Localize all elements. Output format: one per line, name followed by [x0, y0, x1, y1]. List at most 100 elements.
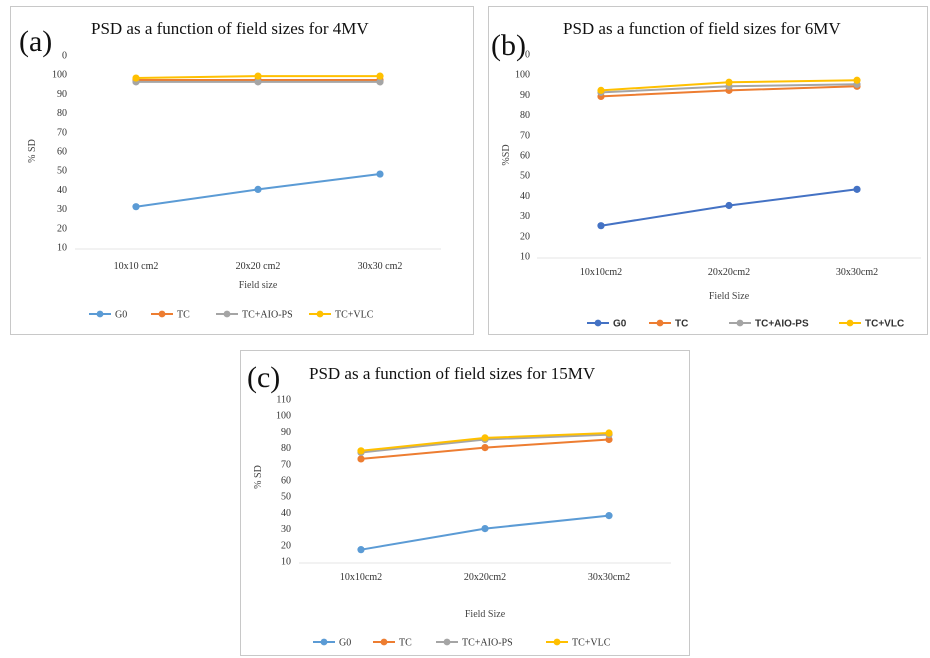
y-tick-label-a-4: 50 — [57, 166, 67, 177]
legend-marker-a-1 — [158, 310, 166, 318]
legend-label-c-0: G0 — [339, 638, 351, 649]
legend-marker-c-1 — [380, 638, 388, 646]
chart-panel-b: (b) PSD as a function of field sizes for … — [488, 6, 928, 335]
legend-label-a-0: G0 — [115, 310, 127, 321]
panel-label-c: (c) — [247, 361, 280, 394]
data-point-b-3-0 — [597, 86, 605, 94]
data-point-c-3-0 — [357, 447, 365, 455]
chart-title-a: PSD as a function of field sizes for 4MV — [91, 19, 369, 38]
y-tick-label-c-7: 80 — [281, 443, 291, 454]
x-axis-title-b: Field Size — [709, 291, 750, 302]
y-tick-label-a-0: 10 — [57, 243, 67, 254]
legend-label-b-1: TC — [675, 319, 688, 330]
y-tick-label-a-10: 0 — [62, 51, 67, 62]
y-tick-label-c-0: 10 — [281, 557, 291, 568]
data-point-c-1-1 — [481, 444, 489, 452]
data-point-a-0-0 — [132, 203, 140, 211]
y-tick-label-b-6: 70 — [520, 130, 530, 141]
y-tick-label-a-2: 30 — [57, 204, 67, 215]
legend-label-c-3: TC+VLC — [572, 638, 611, 649]
legend-marker-c-3 — [553, 638, 561, 646]
data-point-a-3-0 — [132, 74, 140, 82]
x-axis-title-a: Field size — [239, 280, 278, 291]
data-point-b-0-2 — [853, 185, 861, 193]
legend-marker-a-0 — [96, 310, 104, 318]
y-tick-label-b-3: 40 — [520, 191, 530, 202]
data-point-c-1-0 — [357, 455, 365, 463]
legend-label-b-0: G0 — [613, 319, 627, 330]
y-tick-label-b-7: 80 — [520, 110, 530, 121]
x-tick-label-b-2: 30x30cm2 — [836, 267, 878, 278]
legend-label-b-3: TC+VLC — [865, 319, 904, 330]
y-tick-label-c-8: 90 — [281, 427, 291, 438]
legend-label-b-2: TC+AIO-PS — [755, 319, 809, 330]
y-axis-title-c: % SD — [253, 465, 264, 489]
y-tick-label-b-0: 10 — [520, 252, 530, 263]
data-point-a-0-2 — [376, 170, 384, 178]
y-tick-label-c-4: 50 — [281, 492, 291, 503]
chart-panel-a: (a) PSD as a function of field sizes for … — [10, 6, 474, 335]
chart-title-b: PSD as a function of field sizes for 6MV — [563, 19, 841, 38]
data-point-a-2-2 — [376, 78, 384, 86]
legend-marker-c-0 — [320, 638, 328, 646]
y-tick-label-c-2: 30 — [281, 524, 291, 535]
data-point-b-0-1 — [725, 201, 733, 210]
legend-label-a-2: TC+AIO-PS — [242, 310, 293, 321]
legend-marker-b-0 — [594, 319, 602, 327]
y-tick-label-c-1: 20 — [281, 540, 291, 551]
y-tick-label-a-3: 40 — [57, 185, 67, 196]
data-point-b-3-1 — [725, 78, 733, 86]
y-tick-label-b-2: 30 — [520, 211, 530, 222]
y-tick-label-a-6: 70 — [57, 127, 67, 138]
y-tick-label-c-10: 110 — [276, 395, 291, 406]
panel-label-a: (a) — [19, 25, 52, 58]
y-tick-label-b-9: 100 — [515, 70, 530, 81]
legend-marker-a-3 — [316, 310, 324, 318]
x-tick-label-a-0: 10x10 cm2 — [114, 261, 159, 272]
chart-c-svg: (c) PSD as a function of field sizes for … — [247, 361, 671, 649]
legend-label-a-1: TC — [177, 310, 190, 321]
legend-marker-b-1 — [656, 319, 664, 327]
data-point-b-0-0 — [597, 222, 605, 230]
y-tick-label-c-3: 40 — [281, 508, 291, 519]
x-tick-label-b-0: 10x10cm2 — [580, 267, 622, 278]
y-tick-label-b-10: 0 — [525, 50, 530, 61]
legend-marker-c-2 — [443, 638, 451, 646]
y-tick-label-a-9: 100 — [52, 70, 67, 81]
data-point-c-0-0 — [357, 546, 365, 554]
legend-label-c-1: TC — [399, 638, 412, 649]
legend-marker-a-2 — [223, 310, 231, 318]
panel-label-b: (b) — [491, 29, 526, 62]
y-tick-label-c-9: 100 — [276, 411, 291, 422]
data-point-c-3-1 — [481, 434, 489, 442]
y-tick-label-c-5: 60 — [281, 476, 291, 487]
x-tick-label-c-0: 10x10cm2 — [340, 572, 382, 583]
series-line-c-0 — [360, 514, 610, 551]
x-axis-title-c: Field Size — [465, 609, 506, 620]
y-tick-label-a-7: 80 — [57, 108, 67, 119]
y-axis-title-b: %SD — [501, 144, 512, 165]
y-tick-label-c-6: 70 — [281, 459, 291, 470]
data-point-b-3-2 — [853, 76, 861, 84]
y-tick-label-b-1: 20 — [520, 231, 530, 242]
data-point-a-3-1 — [254, 72, 262, 80]
y-tick-label-a-8: 90 — [57, 89, 67, 100]
legend-label-c-2: TC+AIO-PS — [462, 638, 513, 649]
data-point-a-2-1 — [254, 78, 262, 86]
data-point-c-3-2 — [605, 429, 613, 437]
x-tick-label-a-2: 30x30 cm2 — [358, 261, 403, 272]
chart-panel-c: (c) PSD as a function of field sizes for … — [240, 350, 690, 656]
x-tick-label-a-1: 20x20 cm2 — [236, 261, 281, 272]
y-tick-label-b-8: 90 — [520, 90, 530, 101]
legend-marker-b-2 — [736, 319, 744, 327]
x-tick-label-c-2: 30x30cm2 — [588, 572, 630, 583]
y-tick-label-b-5: 60 — [520, 151, 530, 162]
x-tick-label-c-1: 20x20cm2 — [464, 572, 506, 583]
chart-a-svg: (a) PSD as a function of field sizes for … — [19, 19, 441, 321]
y-tick-label-b-4: 50 — [520, 171, 530, 182]
chart-b-svg: (b) PSD as a function of field sizes for … — [491, 19, 921, 330]
data-point-a-3-2 — [376, 72, 384, 80]
data-point-c-0-2 — [605, 512, 613, 520]
y-axis-title-a: % SD — [27, 139, 38, 163]
chart-title-c: PSD as a function of field sizes for 15M… — [309, 364, 596, 383]
